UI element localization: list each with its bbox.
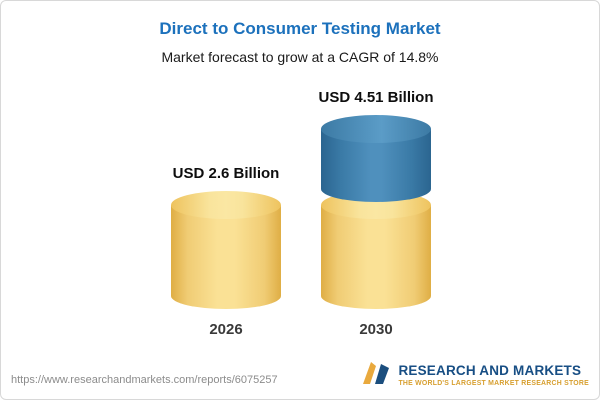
logo-text-block: RESEARCH AND MARKETS THE WORLD'S LARGEST… [398,362,589,388]
footer-report-url: https://www.researchandmarkets.com/repor… [11,374,278,386]
chart-title: Direct to Consumer Testing Market [159,19,441,38]
logo-title: RESEARCH AND MARKETS [398,362,582,378]
value-label-2026: USD 2.6 Billion [172,165,280,182]
cylinder-2026-top-face [171,191,281,219]
chart-subtitle: Market forecast to grow at a CAGR of 14.… [161,49,439,65]
logo-tagline: THE WORLD'S LARGEST MARKET RESEARCH STOR… [398,380,589,388]
value-label-2030: USD 4.51 Billion [318,88,434,106]
cylinder-2026-body [171,205,281,309]
category-label-2026: 2026 [209,321,243,338]
cylinder-2030-base-body [321,205,431,309]
category-label-2030: 2030 [359,321,393,338]
cylinder-2030-growth-top-face [321,114,431,143]
research-and-markets-logo-icon [361,360,391,391]
research-and-markets-logo: RESEARCH AND MARKETS THE WORLD'S LARGEST… [361,360,589,391]
